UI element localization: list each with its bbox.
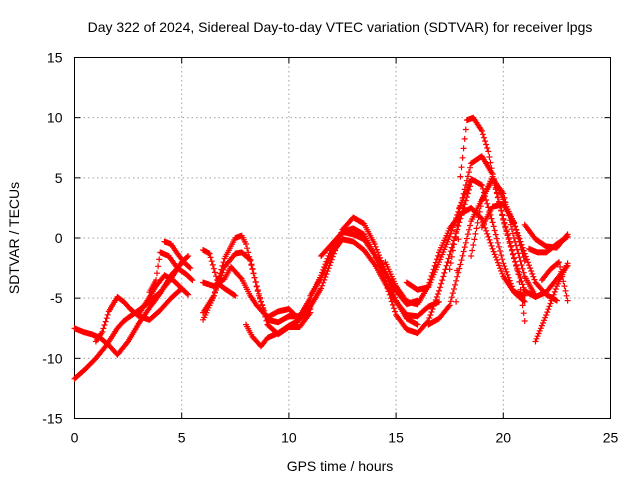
- series-markers: [538, 259, 571, 304]
- series-trace-6: [161, 238, 194, 272]
- x-tick-label: 5: [178, 430, 186, 446]
- series-trace-19: [453, 114, 528, 324]
- series-trace-24: [532, 260, 571, 345]
- series-markers: [318, 179, 475, 337]
- series-trace-9: [200, 263, 303, 323]
- data-series: [71, 114, 571, 382]
- series-trace-13: [307, 236, 442, 320]
- series-markers: [200, 263, 303, 323]
- series-markers: [161, 238, 194, 272]
- y-tick-label: -5: [50, 290, 63, 306]
- series-trace-3: [92, 285, 185, 345]
- series-trace-5: [146, 249, 196, 296]
- y-tick-label: 5: [55, 170, 63, 186]
- series-markers: [146, 249, 196, 296]
- series-markers: [92, 285, 185, 345]
- series-markers: [478, 201, 528, 264]
- series-markers: [532, 260, 571, 345]
- y-tick-label: -10: [42, 350, 62, 366]
- series-trace-25: [538, 259, 571, 304]
- chart-title: Day 322 of 2024, Sidereal Day-to-day VTE…: [88, 19, 593, 35]
- y-tick-label: -15: [42, 411, 62, 427]
- x-tick-label: 0: [71, 430, 79, 446]
- x-tick-label: 25: [603, 430, 619, 446]
- x-tick-label: 20: [496, 430, 512, 446]
- y-axis-label: SDTVAR / TECUs: [6, 182, 22, 294]
- series-trace-4: [135, 272, 192, 317]
- y-tick-label: 0: [55, 230, 63, 246]
- series-markers: [453, 114, 528, 324]
- series-markers: [135, 272, 192, 317]
- y-tick-label: 15: [47, 50, 63, 66]
- series-trace-21: [478, 201, 528, 264]
- series-trace-23: [526, 233, 571, 256]
- axis-ticks: 0 5 10 15 20 25 -15 -10 -5 0 5 10 15: [42, 50, 618, 446]
- x-tick-label: 10: [281, 430, 297, 446]
- series-markers: [307, 236, 442, 320]
- series-trace-14: [318, 179, 475, 337]
- series-trace-10: [200, 247, 239, 299]
- series-markers: [526, 233, 571, 256]
- x-axis-label: GPS time / hours: [287, 458, 394, 474]
- x-tick-label: 15: [388, 430, 404, 446]
- y-tick-label: 10: [47, 110, 63, 126]
- series-markers: [200, 247, 239, 299]
